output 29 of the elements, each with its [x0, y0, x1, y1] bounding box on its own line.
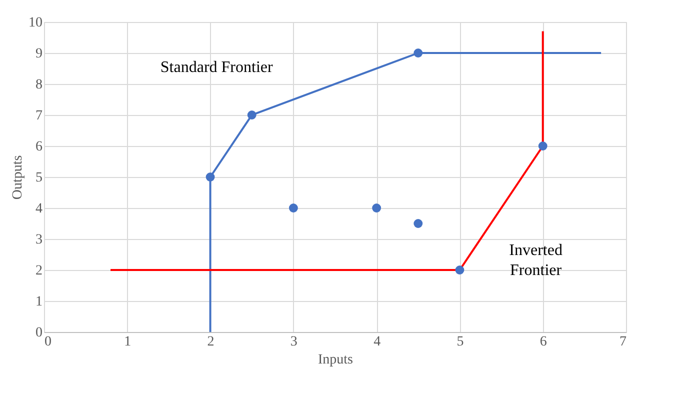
point	[455, 266, 464, 274]
y-tick-label: 3	[36, 232, 42, 248]
y-tick-label: 6	[36, 140, 42, 154]
x-tick-label: 2	[207, 334, 214, 350]
point	[206, 172, 215, 182]
point	[538, 142, 548, 150]
y-tick-label: 7	[36, 108, 42, 124]
y-tick-label: 2	[36, 264, 42, 278]
y-tick-label: 1	[36, 294, 42, 310]
point	[414, 48, 423, 58]
point	[288, 204, 298, 212]
x-axis-title: Inputs	[318, 352, 353, 368]
point	[414, 219, 423, 228]
annotation: Inverted Frontier	[509, 242, 562, 280]
y-tick-label: 5	[36, 170, 42, 186]
point	[372, 204, 382, 212]
y-tick-label: 8	[36, 78, 42, 92]
x-tick-label: 1	[124, 334, 132, 350]
x-tick-label: 3	[290, 334, 298, 350]
x-tick-label: 4	[374, 334, 381, 350]
x-tick-label: 5	[456, 334, 464, 350]
y-tick-label: 9	[36, 46, 42, 62]
y-tick-label: 10	[28, 16, 42, 30]
x-tick-label: 7	[620, 334, 626, 350]
y-tick-label: 4	[36, 202, 42, 216]
y-axis-title: Outputs	[10, 155, 26, 200]
annotation: Standard Frontier	[160, 59, 274, 76]
point	[247, 110, 256, 120]
x-tick-label: 6	[540, 334, 547, 350]
